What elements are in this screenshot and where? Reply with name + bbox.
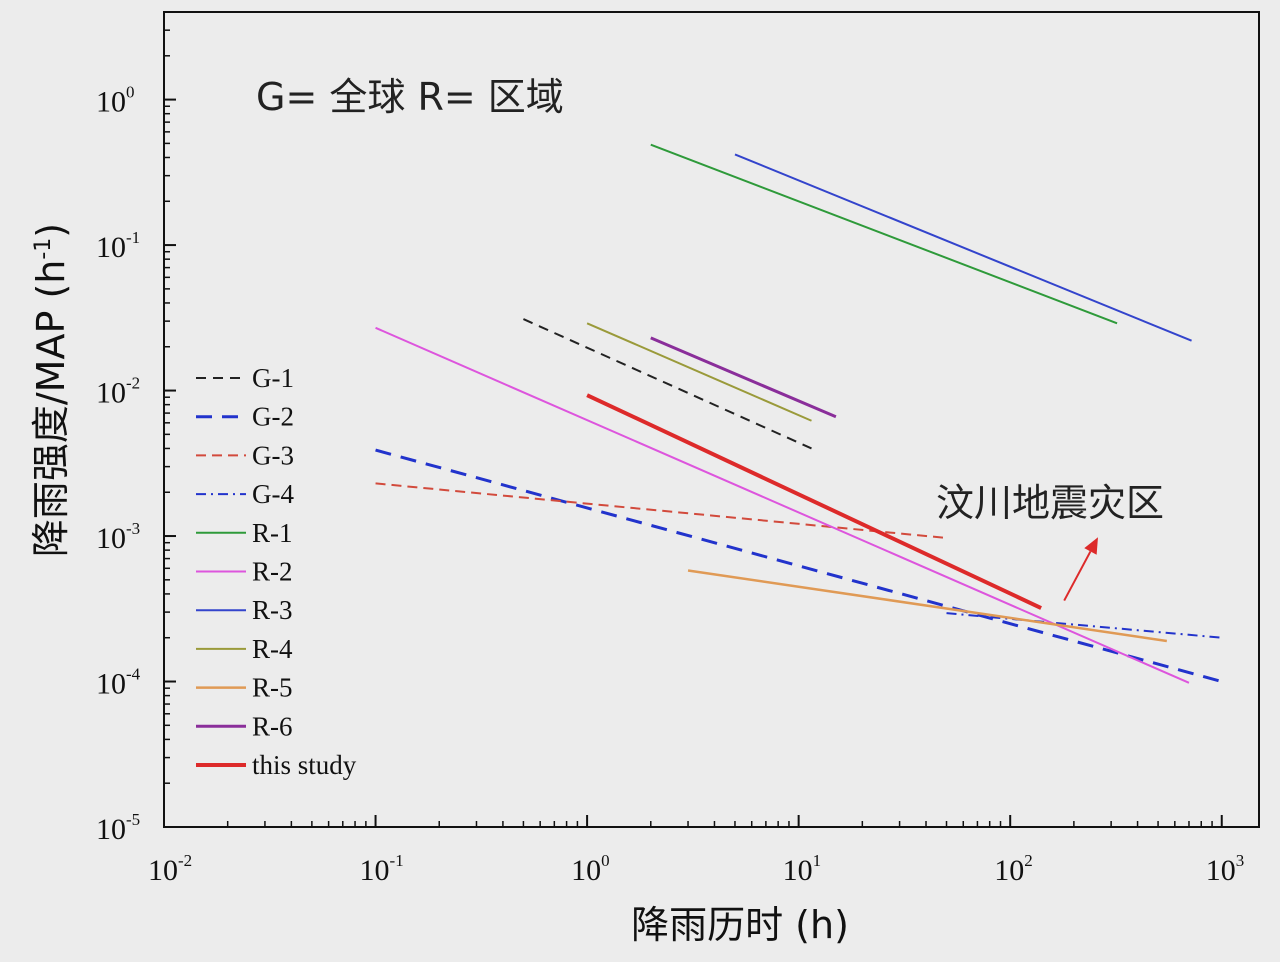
series-line-g-2	[375, 448, 1223, 683]
legend-label-r-2: R-2	[252, 557, 293, 587]
legend-label-g-4: G-4	[252, 479, 294, 509]
y-axis-label-main: 降雨强度/MAP (h	[29, 260, 73, 558]
x-axis-ticks: 10-2 10-1 100 101 102 103	[148, 815, 1244, 887]
y-tick-label: 10-3	[96, 519, 140, 555]
annotation-arrow	[1063, 550, 1092, 602]
legend-label-g-2: G-2	[252, 402, 294, 432]
annotation-wenchuan: 汶川地震灾区	[936, 481, 1164, 525]
legend-label-r-4: R-4	[252, 634, 293, 664]
plot-frame	[163, 11, 1260, 828]
y-tick-label: 10-1	[96, 228, 140, 264]
y-axis-label: 降雨强度/MAP (h-1)	[29, 223, 73, 557]
x-tick-label: 103	[1206, 851, 1245, 887]
legend-label-r-5: R-5	[252, 673, 293, 703]
y-axis-ticks: 100 10-1 10-2 10-3 10-4 10-5	[96, 11, 176, 846]
legend-label-r-6: R-6	[252, 711, 293, 741]
series-line-this-study	[586, 393, 1042, 610]
series-line-g-1	[523, 318, 812, 450]
y-tick-label: 10-2	[96, 374, 140, 410]
series-line-r-5	[687, 569, 1168, 643]
annotation-region-key: G= 全球 R= 区域	[256, 75, 564, 119]
y-tick-label: 10-5	[96, 810, 140, 846]
y-axis-label-close: )	[29, 223, 73, 238]
series-layer	[375, 143, 1223, 684]
series-line-r-3	[734, 153, 1192, 342]
legend-label-g-1: G-1	[252, 363, 294, 393]
x-axis-label: 降雨历时 (h)	[631, 903, 849, 947]
series-line-r-1	[650, 143, 1118, 325]
legend-label-this-study: this study	[252, 750, 357, 780]
legend: G-1 G-2 G-3 G-4 R-1 R-2 R-3 R-4 R-5 R-6 this study	[196, 363, 357, 780]
series-line-g-4	[946, 612, 1222, 639]
legend-label-r-3: R-3	[252, 595, 293, 625]
y-axis-label-sup: -1	[31, 238, 56, 260]
x-tick-label: 10-1	[360, 851, 404, 887]
y-tick-label: 100	[96, 83, 135, 119]
x-tick-label: 102	[994, 851, 1033, 887]
legend-label-r-1: R-1	[252, 518, 293, 548]
annotation-arrow-head	[1084, 537, 1098, 555]
x-tick-label: 10-2	[148, 851, 192, 887]
x-tick-label: 101	[783, 851, 822, 887]
y-tick-label: 10-4	[96, 665, 141, 701]
series-line-r-6	[650, 336, 837, 419]
series-line-r-4	[586, 322, 812, 422]
legend-label-g-3: G-3	[252, 440, 294, 470]
x-tick-label: 100	[571, 851, 610, 887]
